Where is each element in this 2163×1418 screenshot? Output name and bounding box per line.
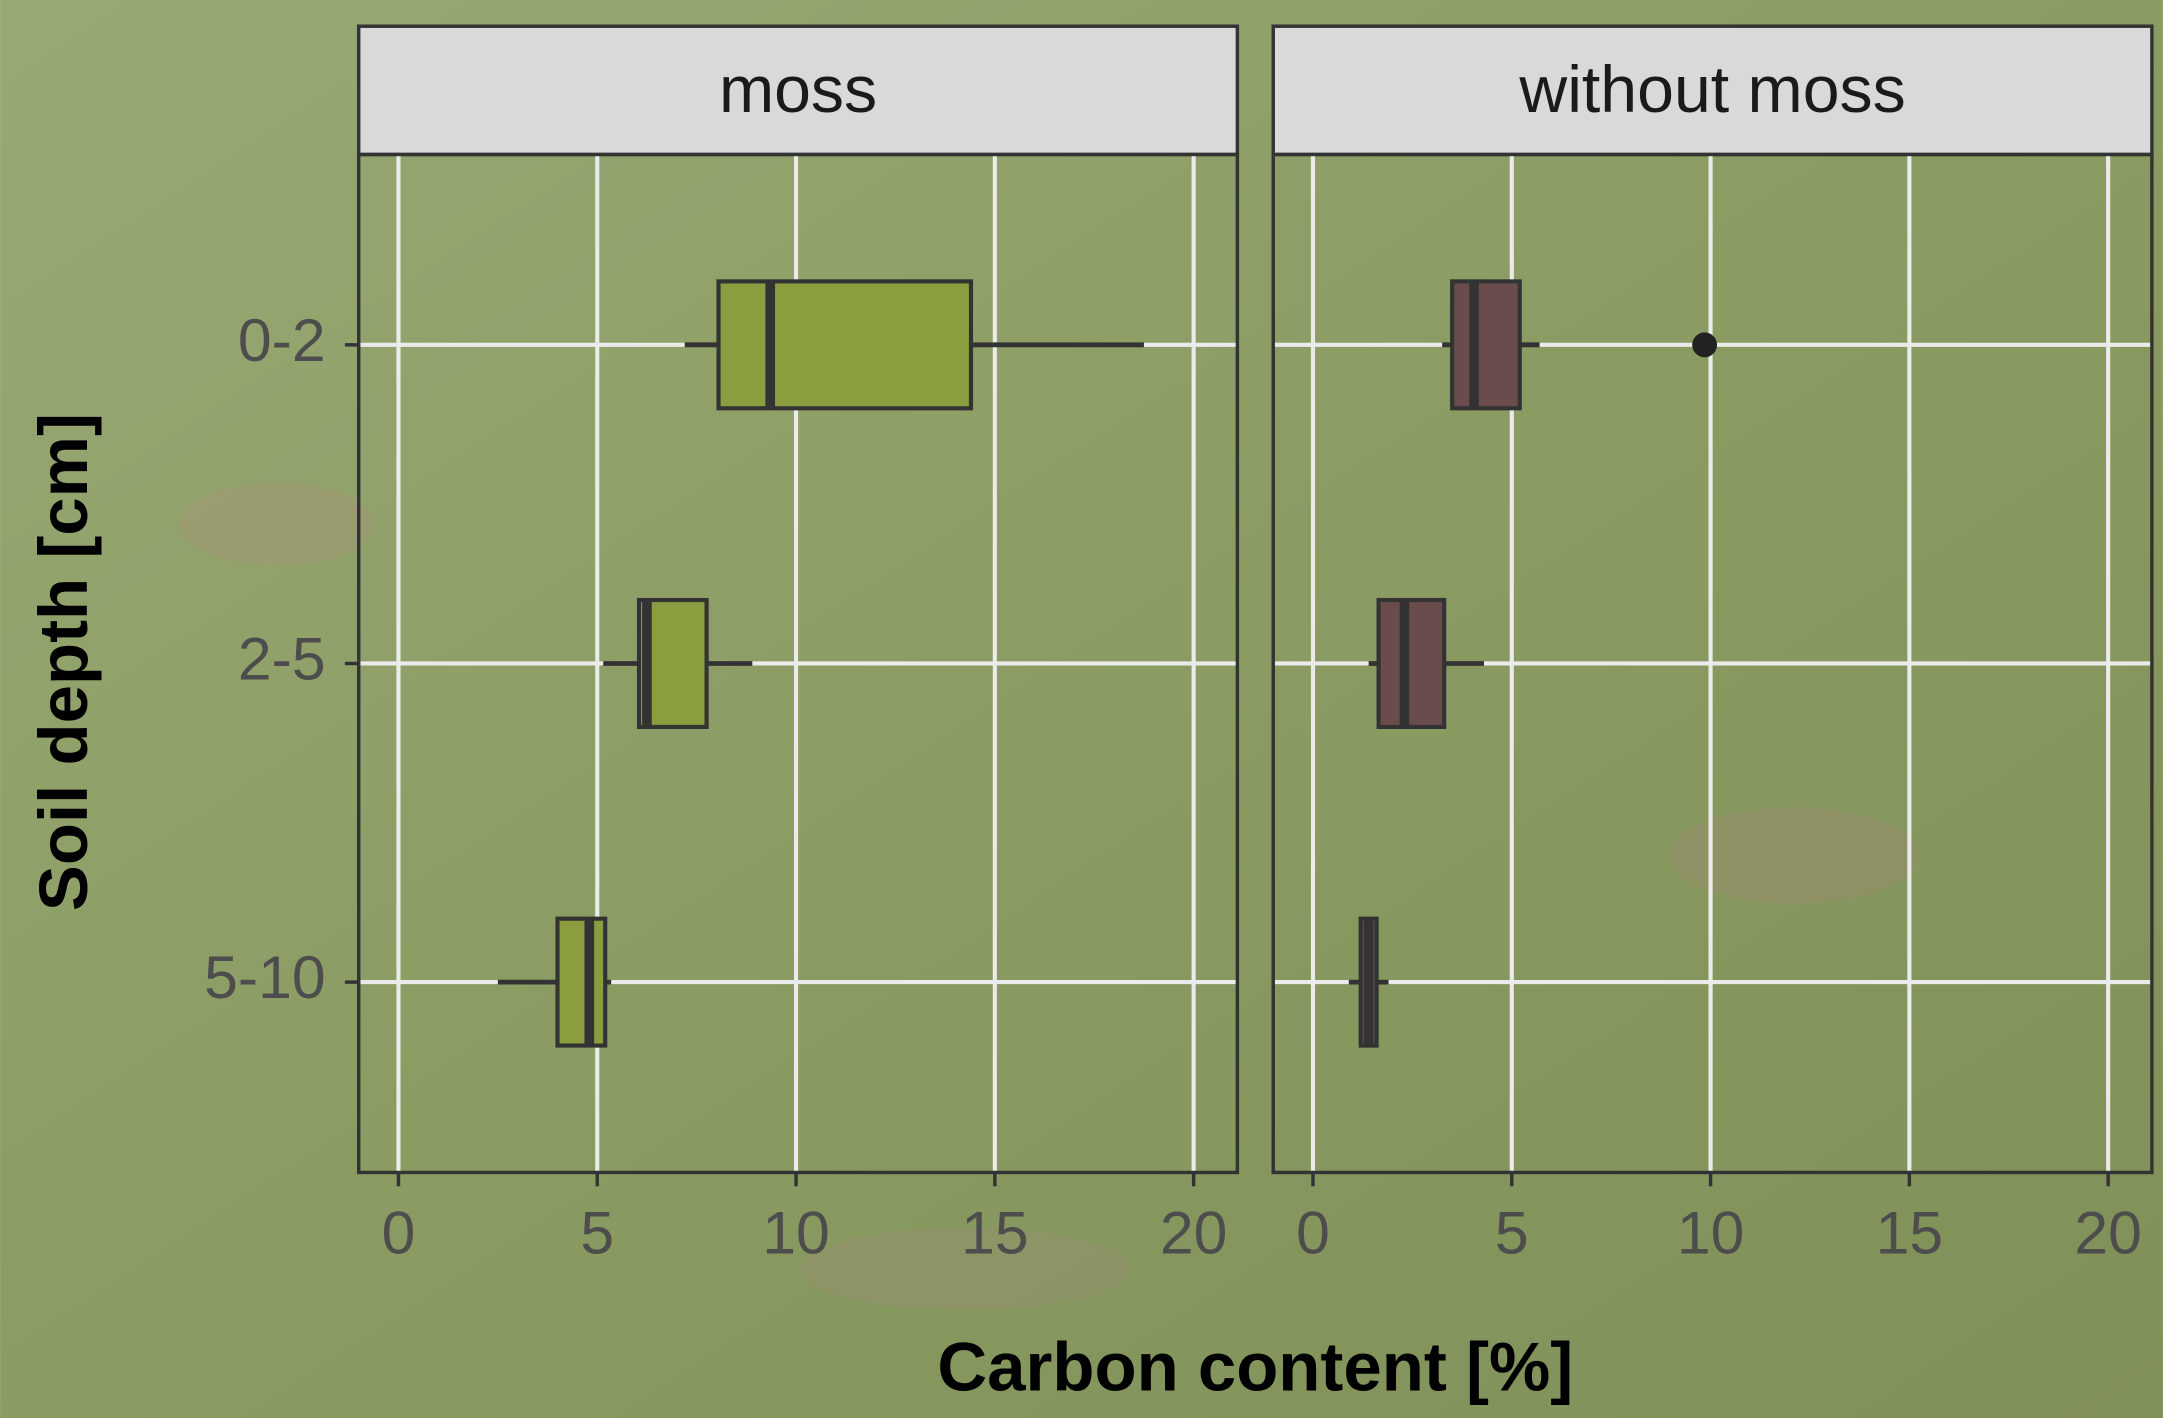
panel-border (1271, 152, 2154, 1175)
x-tick-label: 20 (2074, 1198, 2142, 1266)
x-tick-label: 5 (580, 1198, 614, 1266)
x-tick-label: 0 (1296, 1198, 1330, 1266)
background-patch (800, 1227, 1132, 1311)
box (716, 279, 974, 411)
strip (1271, 24, 2154, 157)
y-tick-label: 0-2 (238, 306, 326, 374)
box (1450, 279, 1522, 411)
strip-title: without moss (1518, 53, 1905, 127)
y-tick-label: 5-10 (204, 943, 325, 1011)
box (555, 916, 608, 1048)
x-tick-label: 10 (762, 1198, 830, 1266)
x-tick-label: 15 (961, 1198, 1029, 1266)
strip (356, 24, 1240, 157)
background-patch (1669, 806, 1918, 904)
y-tick-label: 2-5 (238, 625, 326, 693)
box (1376, 597, 1447, 730)
strip-title: moss (719, 53, 877, 127)
x-axis-label: Carbon content [%] (937, 1329, 1573, 1406)
x-tick-label: 5 (1495, 1198, 1529, 1266)
background-patch (179, 482, 373, 566)
x-tick-label: 20 (1160, 1198, 1228, 1266)
x-tick-label: 15 (1876, 1198, 1944, 1266)
x-tick-label: 0 (382, 1198, 416, 1266)
x-tick-label: 10 (1677, 1198, 1745, 1266)
outlier (1692, 332, 1718, 358)
y-axis-label: Soil depth [cm] (25, 413, 102, 911)
